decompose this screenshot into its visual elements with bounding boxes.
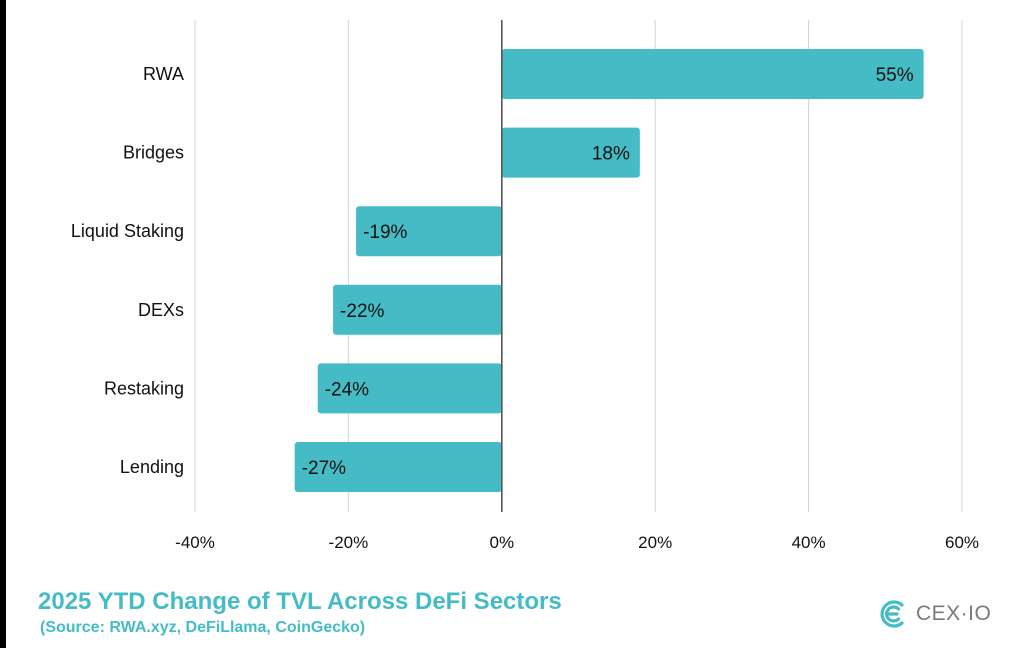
data-label: 18% [592, 144, 630, 165]
x-tick-label: 60% [945, 533, 979, 552]
data-label: -27% [302, 458, 346, 479]
data-label: -24% [325, 379, 369, 400]
chart-canvas: -40% -20% 0% 20% 40% 60% RWA 55% Bridges 18% Liqui… [6, 0, 1013, 648]
x-tick-label: -20% [329, 533, 369, 552]
x-tick-label: 20% [638, 533, 672, 552]
bar [356, 206, 502, 257]
category-label: Liquid Staking [71, 221, 184, 241]
bar [501, 127, 640, 178]
bar [333, 284, 502, 335]
category-label: DEXs [138, 300, 184, 320]
category-label: Lending [120, 457, 184, 477]
chart-subtitle: (Source: RWA.xyz, DeFiLlama, CoinGecko) [40, 619, 366, 636]
x-tick-label: 40% [792, 533, 826, 552]
bar [317, 363, 502, 414]
bar [294, 442, 502, 492]
category-label: RWA [143, 64, 184, 84]
data-label: -22% [340, 301, 384, 322]
cex-io-logo-icon [880, 600, 904, 628]
category-label: Bridges [123, 143, 184, 163]
data-label: 55% [876, 65, 914, 86]
category-label: Restaking [104, 378, 184, 398]
chart-title: 2025 YTD Change of TVL Across DeFi Secto… [38, 588, 562, 615]
bar [501, 49, 924, 99]
bar-chart: -40% -20% 0% 20% 40% 60% RWA 55% Bridges 18% Liqui… [71, 20, 979, 552]
data-label: -19% [363, 222, 407, 243]
x-tick-label: 0% [490, 533, 515, 552]
cex-io-logo-text: CEX·IO [916, 602, 992, 625]
cex-io-logo: CEX·IO [878, 597, 991, 631]
x-tick-label: -40% [175, 533, 215, 552]
